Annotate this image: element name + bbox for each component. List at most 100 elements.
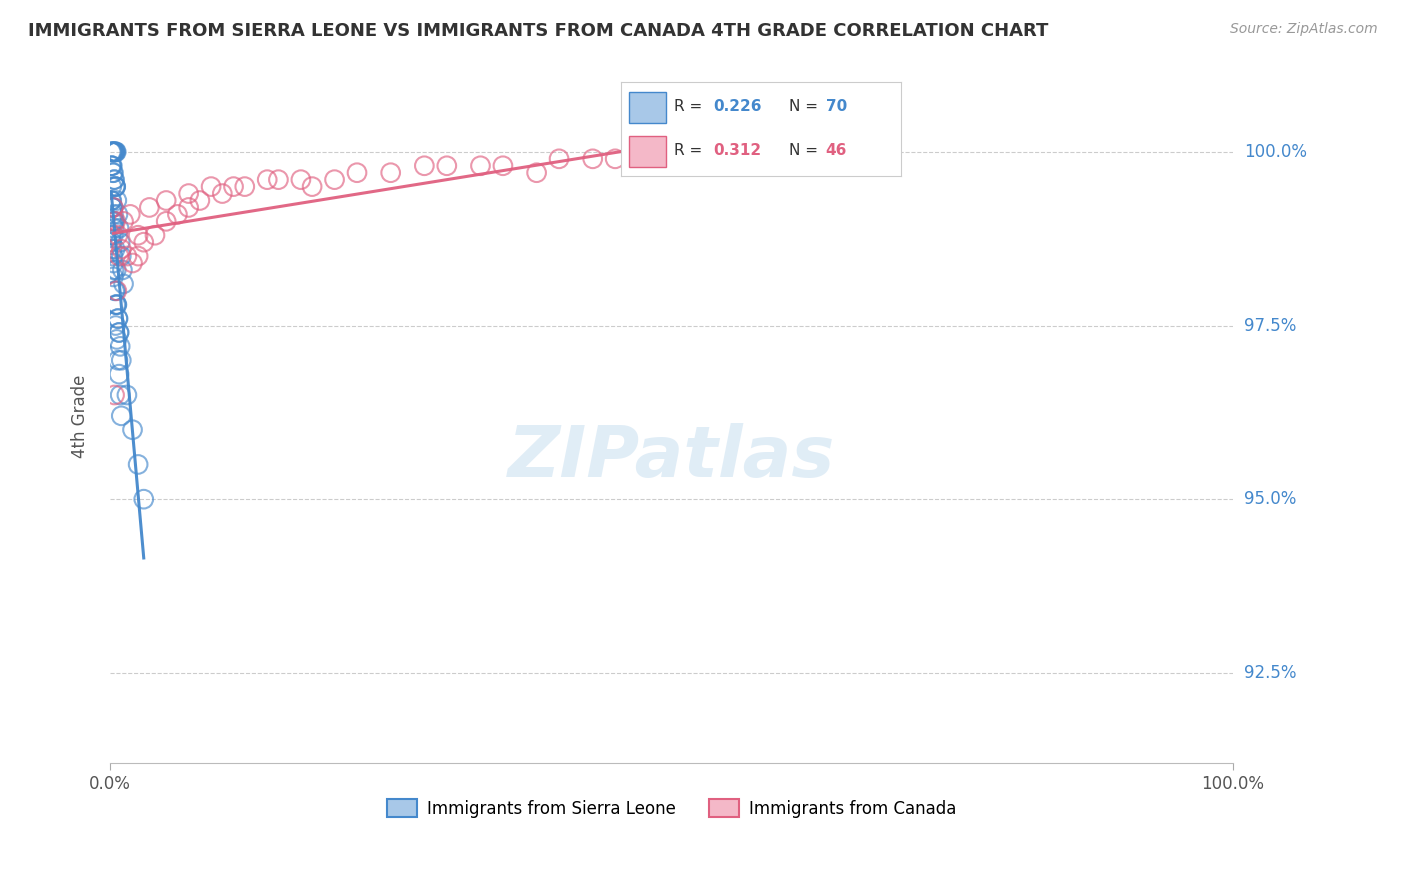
Point — [111, 263, 134, 277]
Point — [104, 145, 127, 159]
Point — [188, 194, 211, 208]
Point — [103, 228, 125, 243]
Point — [108, 326, 131, 340]
Point — [103, 214, 125, 228]
Point — [211, 186, 233, 201]
Point — [104, 179, 127, 194]
Point — [115, 249, 138, 263]
Point — [110, 249, 132, 263]
Point — [637, 159, 659, 173]
Point — [101, 201, 124, 215]
Point — [115, 388, 138, 402]
Point — [101, 214, 124, 228]
Point — [108, 235, 131, 249]
Point — [100, 194, 122, 208]
Point — [166, 207, 188, 221]
Point — [143, 228, 166, 243]
Point — [100, 228, 122, 243]
Point — [470, 159, 492, 173]
Point — [107, 207, 129, 221]
Point — [256, 172, 278, 186]
Point — [107, 353, 129, 368]
Point — [177, 201, 200, 215]
Point — [104, 284, 127, 298]
Text: IMMIGRANTS FROM SIERRA LEONE VS IMMIGRANTS FROM CANADA 4TH GRADE CORRELATION CHA: IMMIGRANTS FROM SIERRA LEONE VS IMMIGRAN… — [28, 22, 1049, 40]
Point — [222, 179, 245, 194]
Point — [103, 145, 125, 159]
Point — [101, 249, 124, 263]
Point — [100, 145, 122, 159]
Text: 92.5%: 92.5% — [1244, 664, 1296, 681]
Point — [582, 152, 605, 166]
Point — [105, 298, 128, 312]
Point — [103, 207, 125, 221]
Point — [105, 333, 128, 347]
Point — [110, 353, 132, 368]
Point — [659, 145, 682, 159]
Point — [108, 249, 131, 263]
Point — [104, 298, 127, 312]
Point — [127, 458, 149, 472]
Point — [108, 326, 131, 340]
Point — [104, 179, 127, 194]
Point — [101, 159, 124, 173]
Point — [605, 152, 627, 166]
Point — [100, 235, 122, 249]
Point — [105, 145, 128, 159]
Point — [526, 166, 548, 180]
Point — [436, 159, 458, 173]
Point — [101, 166, 124, 180]
Point — [101, 145, 124, 159]
Text: 100.0%: 100.0% — [1244, 143, 1306, 161]
Point — [380, 166, 402, 180]
Point — [103, 263, 125, 277]
Point — [107, 311, 129, 326]
Point — [105, 263, 128, 277]
Point — [103, 145, 125, 159]
Point — [100, 194, 122, 208]
Point — [100, 159, 122, 173]
Point — [132, 492, 155, 507]
Point — [772, 145, 794, 159]
Point — [103, 172, 125, 186]
Point — [103, 388, 125, 402]
Point — [155, 194, 177, 208]
Point — [104, 145, 127, 159]
Point — [121, 256, 143, 270]
Point — [290, 172, 312, 186]
Point — [108, 221, 131, 235]
Point — [108, 388, 131, 402]
Point — [112, 214, 135, 228]
Point — [110, 242, 132, 256]
Point — [413, 159, 436, 173]
Point — [110, 409, 132, 423]
Point — [548, 152, 571, 166]
Point — [107, 228, 129, 243]
Text: 97.5%: 97.5% — [1244, 317, 1296, 334]
Point — [103, 256, 125, 270]
Y-axis label: 4th Grade: 4th Grade — [72, 374, 89, 458]
Point — [103, 284, 125, 298]
Point — [107, 311, 129, 326]
Point — [103, 172, 125, 186]
Text: Source: ZipAtlas.com: Source: ZipAtlas.com — [1230, 22, 1378, 37]
Text: ZIPatlas: ZIPatlas — [508, 423, 835, 492]
Point — [346, 166, 368, 180]
Point — [155, 214, 177, 228]
Point — [112, 277, 135, 291]
Point — [100, 179, 122, 194]
Point — [104, 318, 127, 333]
Point — [267, 172, 290, 186]
Point — [127, 228, 149, 243]
Point — [103, 201, 125, 215]
Point — [101, 201, 124, 215]
Point — [105, 194, 128, 208]
Point — [120, 207, 142, 221]
Point — [105, 298, 128, 312]
Point — [103, 269, 125, 284]
Point — [492, 159, 515, 173]
Point — [693, 152, 716, 166]
Point — [103, 214, 125, 228]
Point — [200, 179, 222, 194]
Point — [323, 172, 346, 186]
